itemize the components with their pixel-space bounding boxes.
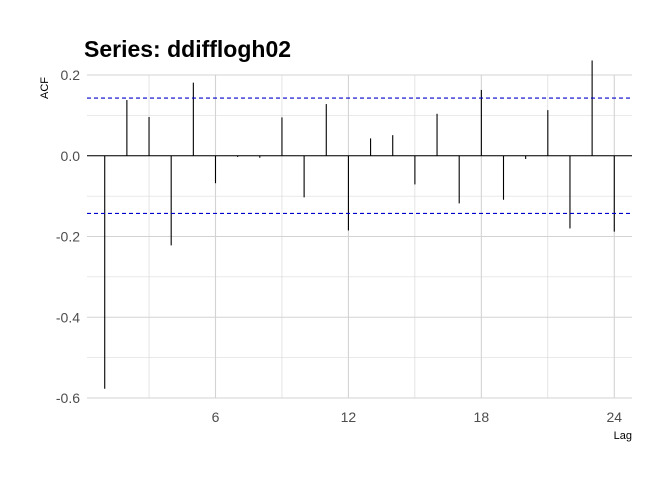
y-tick-label: 0.2: [61, 67, 81, 83]
y-tick-label: 0.0: [61, 148, 81, 164]
major-gridlines: [87, 74, 632, 399]
x-tick-label: 24: [606, 409, 622, 425]
chart-title: Series: ddifflogh02: [84, 36, 292, 62]
acf-bars: [104, 60, 615, 389]
x-tick-label: 12: [341, 409, 357, 425]
y-axis-title: ACF: [39, 77, 51, 99]
x-tick-label: 18: [474, 409, 490, 425]
x-tick-labels: 6 12 18 24: [212, 409, 623, 425]
y-tick-label: -0.4: [56, 309, 80, 325]
y-tick-label: -0.6: [56, 390, 80, 406]
y-tick-label: -0.2: [56, 229, 80, 245]
x-axis-title: Lag: [614, 430, 632, 442]
x-tick-label: 6: [212, 409, 220, 425]
y-tick-labels: -0.6 -0.4 -0.2 0.0 0.2: [56, 67, 80, 406]
